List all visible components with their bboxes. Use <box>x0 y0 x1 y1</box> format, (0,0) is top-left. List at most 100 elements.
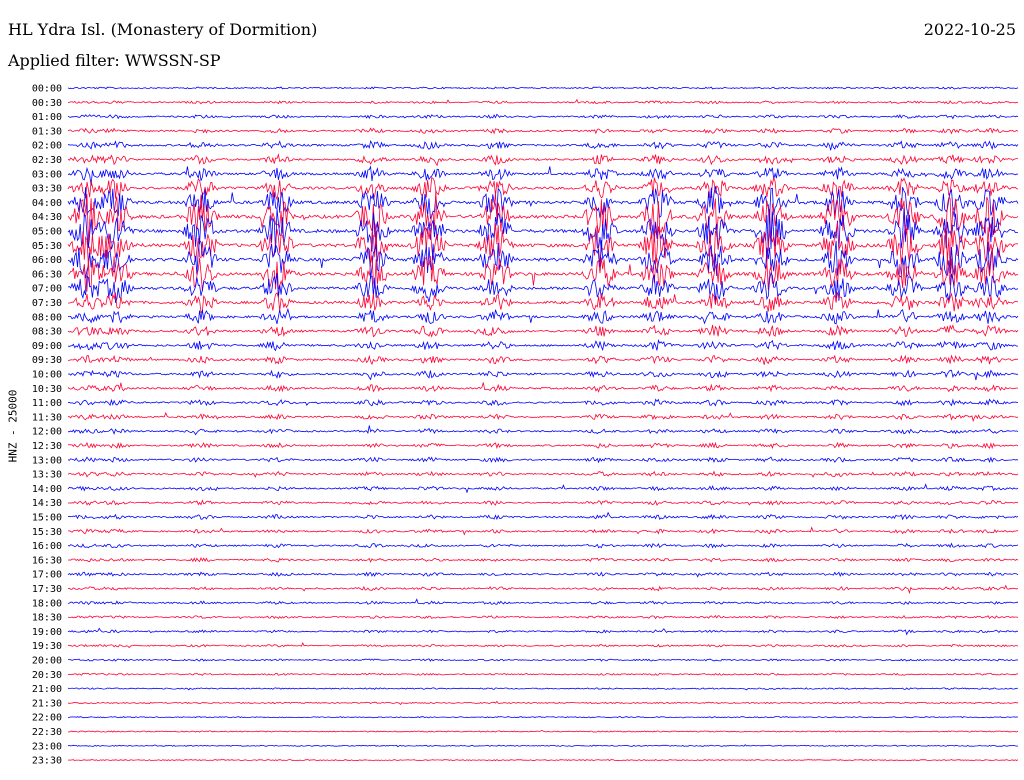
trace-line-1600 <box>67 542 1019 549</box>
trace-line-1930 <box>67 642 1019 649</box>
row-label: 03:30 <box>32 184 62 195</box>
trace-line-1430 <box>67 499 1019 506</box>
row-label: 04:00 <box>32 198 62 209</box>
row-label: 02:00 <box>32 141 62 152</box>
trace-line-0700 <box>67 271 1019 303</box>
trace-line-0400 <box>67 186 1019 220</box>
row-label: 13:30 <box>32 470 62 481</box>
row-label: 20:00 <box>32 656 62 667</box>
trace-line-2030 <box>67 672 1019 676</box>
row-label: 05:00 <box>32 227 62 238</box>
trace-line-1800 <box>67 598 1019 605</box>
trace-line-0830 <box>67 324 1019 338</box>
trace-line-0900 <box>67 339 1018 352</box>
trace-line-1000 <box>67 369 1019 381</box>
trace-line-1900 <box>67 627 1019 636</box>
trace-line-1130 <box>67 411 1019 423</box>
trace-line-1030 <box>67 382 1019 393</box>
trace-line-2130 <box>67 700 1018 706</box>
row-label: 17:00 <box>32 570 62 581</box>
row-label: 22:00 <box>32 713 62 724</box>
trace-line-0600 <box>67 239 1019 279</box>
row-label: 00:30 <box>32 98 62 109</box>
trace-line-2330 <box>67 759 1019 762</box>
trace-line-2300 <box>67 744 1019 748</box>
trace-line-2200 <box>67 716 1019 719</box>
trace-line-0930 <box>67 354 1019 366</box>
trace-line-2230 <box>68 729 1019 733</box>
trace-line-1300 <box>67 456 1019 464</box>
row-label: 15:00 <box>32 513 62 524</box>
row-label: 03:00 <box>32 169 62 180</box>
row-label: 18:00 <box>32 598 62 609</box>
row-label: 07:30 <box>32 298 62 309</box>
row-label: 01:30 <box>32 126 62 137</box>
station-title: HL Ydra Isl. (Monastery of Dormition) <box>8 20 318 39</box>
trace-line-0200 <box>67 139 1019 151</box>
row-label: 19:30 <box>32 641 62 652</box>
trace-line-0030 <box>67 98 1019 105</box>
row-label: 11:30 <box>32 412 62 423</box>
row-label: 09:30 <box>32 355 62 366</box>
row-label: 00:00 <box>32 84 62 95</box>
row-label: 17:30 <box>32 584 62 595</box>
row-label: 23:00 <box>32 741 62 752</box>
trace-line-0430 <box>67 190 1019 244</box>
trace-line-0230 <box>67 153 1018 167</box>
row-label: 18:30 <box>32 613 62 624</box>
row-label: 21:30 <box>32 698 62 709</box>
trace-group <box>67 86 1019 762</box>
trace-line-0330 <box>67 176 1019 201</box>
record-date: 2022-10-25 <box>923 20 1016 39</box>
row-label: 08:00 <box>32 312 62 323</box>
row-label: 07:00 <box>32 284 62 295</box>
row-label: 05:30 <box>32 241 62 252</box>
trace-line-1700 <box>67 571 1019 578</box>
row-label: 21:00 <box>32 684 62 695</box>
row-label: 12:00 <box>32 427 62 438</box>
trace-line-0100 <box>67 113 1019 120</box>
row-label-group: 00:00 00:30 01:00 01:30 02:00 02:30 03:00 03:30… <box>32 84 62 767</box>
row-label: 01:00 <box>32 112 62 123</box>
row-label: 23:30 <box>32 756 62 767</box>
trace-line-1530 <box>67 526 1019 536</box>
row-label: 20:30 <box>32 670 62 681</box>
trace-line-0530 <box>67 222 1019 267</box>
row-label: 14:30 <box>32 498 62 509</box>
trace-line-1630 <box>67 557 1019 563</box>
row-label: 06:30 <box>32 269 62 280</box>
trace-line-0300 <box>67 165 1019 187</box>
trace-line-1330 <box>67 470 1019 478</box>
trace-line-0130 <box>67 127 1019 135</box>
trace-line-1730 <box>67 584 1019 595</box>
trace-line-2100 <box>67 687 1019 691</box>
trace-line-0630 <box>67 247 1019 292</box>
row-label: 15:30 <box>32 527 62 538</box>
row-label: 09:00 <box>32 341 62 352</box>
trace-line-2000 <box>68 658 1019 662</box>
row-label: 10:30 <box>32 384 62 395</box>
row-label: 12:30 <box>32 441 62 452</box>
row-label: 13:00 <box>32 455 62 466</box>
row-label: 16:30 <box>32 555 62 566</box>
trace-line-1200 <box>67 425 1019 436</box>
trace-line-0000 <box>67 86 1019 90</box>
trace-line-1500 <box>67 511 1019 521</box>
trace-line-1400 <box>67 483 1019 494</box>
row-label: 08:30 <box>32 327 62 338</box>
row-label: 06:00 <box>32 255 62 266</box>
row-label: 16:00 <box>32 541 62 552</box>
row-label: 02:30 <box>32 155 62 166</box>
trace-line-0500 <box>67 208 1018 253</box>
trace-line-1230 <box>67 441 1019 450</box>
row-label: 19:00 <box>32 627 62 638</box>
row-label: 11:00 <box>32 398 62 409</box>
row-label: 04:30 <box>32 212 62 223</box>
trace-line-0800 <box>67 307 1019 325</box>
trace-line-0730 <box>67 292 1019 314</box>
row-label: 10:00 <box>32 370 62 381</box>
filter-label: Applied filter: WWSSN-SP <box>8 51 221 70</box>
trace-line-1100 <box>67 398 1019 407</box>
trace-line-1830 <box>67 615 1019 620</box>
